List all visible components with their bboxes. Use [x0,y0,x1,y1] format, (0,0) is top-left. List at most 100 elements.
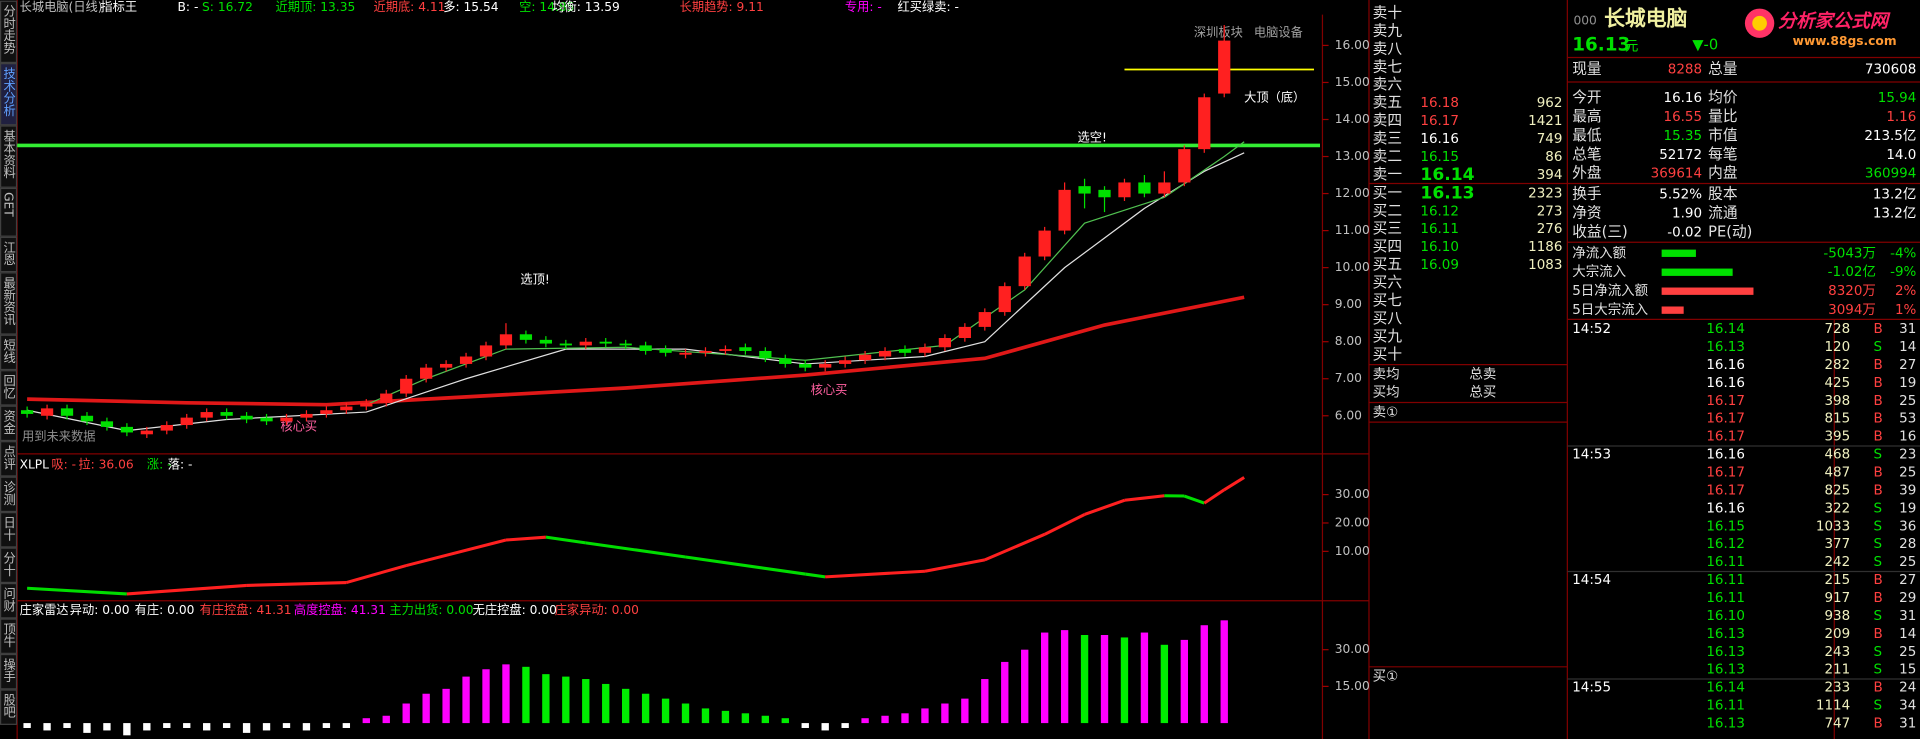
candle-body [659,349,672,353]
quote-value: 8288 [1668,63,1702,78]
side-tab[interactable] [0,63,18,126]
side-tab-label[interactable]: 分时走势 [2,5,16,54]
side-tab[interactable] [0,370,18,406]
book-price: 16.13 [1420,183,1474,203]
radar-bar [322,723,331,728]
side-tab-label[interactable]: 分十 [2,552,16,577]
side-tab-label[interactable]: 技术分析 [2,67,16,117]
trade-count: 14 [1899,340,1916,355]
y-tick-label: 30.00 [1335,642,1370,656]
side-tab-label[interactable]: 回忆 [2,374,16,399]
radar-bar [781,718,789,724]
candle-body [898,349,912,353]
side-tab[interactable] [0,187,18,237]
side-tab[interactable] [0,236,18,273]
y-tick-label: 6.00 [1335,408,1362,422]
side-tab[interactable] [0,334,18,371]
radar-bar [641,693,650,724]
quote-value: 16.16 [1664,91,1703,106]
radar-bar [602,683,610,724]
quote-label: 总笔 [1572,146,1601,163]
side-tab-label[interactable]: GET [2,192,16,217]
side-tab[interactable] [0,272,18,335]
candle-body [1198,97,1211,150]
candle-body [839,360,852,364]
radar-bar [402,703,410,724]
trade-count: 25 [1899,645,1916,660]
indicator-line [1183,494,1205,505]
radar-bar [821,723,829,731]
quote-value: 13.2亿 [1873,206,1916,222]
candle-body [619,343,632,346]
side-tab-label[interactable]: 基本资料 [2,129,16,178]
indicator-line [1203,488,1226,505]
trade-volume: 815 [1825,412,1851,427]
trade-price: 16.11 [1706,573,1745,588]
side-tab[interactable] [0,618,18,654]
book-volume: 394 [1537,168,1563,183]
trade-side: S [1873,609,1882,624]
trade-price: 16.13 [1706,627,1745,642]
side-tab[interactable] [0,653,18,690]
side-tab-label[interactable]: 点评 [2,445,16,470]
candle-body [938,338,952,348]
last-price: 16.13 [1572,34,1630,55]
trade-side: S [1873,448,1882,463]
quote-label: 现量 [1572,61,1602,78]
side-tab[interactable] [0,476,18,513]
candle-body [200,412,213,418]
side-tab-label[interactable]: 股吧 [2,694,16,719]
side-tab[interactable] [0,405,18,442]
radar-bar [103,723,111,731]
y-tick-label: 16.00 [1335,38,1370,52]
candle-body [958,326,971,339]
trade-price: 16.17 [1706,483,1745,498]
indicator-line [685,555,806,576]
book-volume: 2323 [1528,186,1562,201]
trade-count: 25 [1899,394,1916,409]
trade-count: 23 [1899,448,1916,463]
side-tab-label[interactable]: 江恩 [2,241,16,266]
side-tab-label[interactable]: 短线 [2,339,16,364]
quote-value: 1.90 [1672,207,1702,222]
candle-body [1118,182,1131,198]
side-tab[interactable] [0,441,18,477]
radar-bar [1001,661,1009,724]
radar-bar [342,723,351,728]
side-tab-label[interactable]: 问财 [2,587,16,612]
side-tab-label[interactable]: 最新资讯 [2,276,16,326]
y-tick-label: 8.00 [1335,334,1362,348]
side-tab-label[interactable]: 顶牛 [2,623,16,647]
indicator-header: 拉: 36.06 [78,456,134,471]
side-tab-label[interactable]: 资金 [2,410,16,435]
book-label: 买五 [1373,256,1402,273]
side-tab[interactable] [0,512,18,548]
radar-bar [981,679,989,724]
y-tick-label: 9.00 [1335,297,1362,311]
radar-bar [741,713,750,724]
side-tab[interactable] [0,547,18,584]
trade-price: 16.15 [1706,519,1745,534]
quote-value: -0.02 [1667,225,1702,240]
side-tab[interactable] [0,0,18,64]
side-tab-label[interactable]: 诊测 [2,481,16,506]
trade-price: 16.12 [1706,537,1745,552]
book-price: 16.09 [1420,258,1459,273]
side-tab[interactable] [0,689,18,725]
book-price: 16.14 [1420,165,1474,185]
candle-body [1078,186,1091,194]
quote-label: 最低 [1572,127,1602,144]
side-tab[interactable] [0,583,18,619]
book-volume: 1186 [1528,240,1562,255]
quote-label: 最高 [1572,108,1601,125]
book-price: 16.12 [1420,204,1459,219]
trade-price: 16.13 [1706,340,1745,355]
logo-url: www.88gs.com [1793,34,1897,48]
quote-label: 收益(三) [1572,223,1627,240]
side-tab-label[interactable]: 日十 [2,516,16,540]
side-tab-label[interactable]: 操手 [2,657,16,683]
book-price: 16.18 [1420,96,1459,111]
candle-body [240,415,253,420]
side-tab[interactable] [0,125,18,188]
trade-volume: 398 [1825,394,1851,409]
